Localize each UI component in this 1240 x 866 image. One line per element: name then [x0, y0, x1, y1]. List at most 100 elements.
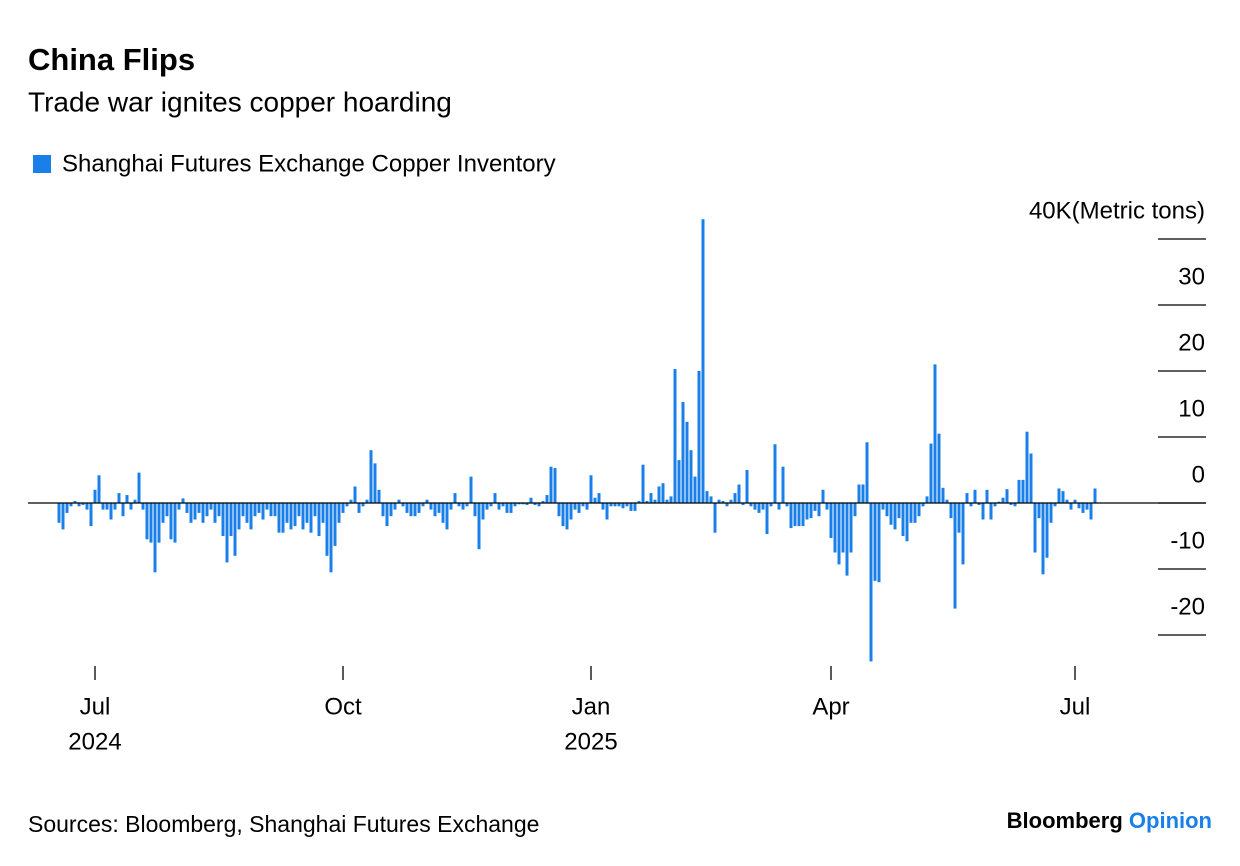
bar	[437, 503, 441, 513]
bar	[401, 503, 405, 507]
bar	[145, 503, 149, 540]
bar	[693, 476, 697, 503]
bar	[241, 503, 245, 517]
bar	[513, 503, 517, 507]
bar	[861, 484, 865, 503]
bar	[417, 503, 421, 513]
bar	[533, 503, 537, 505]
bar	[1081, 503, 1085, 513]
bar	[1009, 503, 1013, 505]
bar	[161, 503, 165, 523]
bar	[405, 503, 409, 513]
bar	[529, 497, 533, 503]
bar	[201, 503, 205, 523]
bar	[213, 503, 217, 523]
bar	[629, 503, 633, 511]
bar	[429, 503, 433, 510]
bar	[457, 503, 461, 507]
bar	[125, 495, 129, 503]
y-tick-label: 40K(Metric tons)	[1029, 197, 1205, 224]
bar	[97, 475, 101, 503]
bar	[537, 503, 541, 507]
bar	[465, 503, 469, 507]
y-tick-label: -10	[1170, 527, 1205, 554]
bar	[1057, 488, 1061, 503]
bar	[749, 503, 753, 507]
bar	[1037, 503, 1041, 519]
bar	[413, 503, 417, 517]
bar	[109, 503, 113, 520]
bar	[561, 503, 565, 527]
bar	[153, 503, 157, 573]
bar	[349, 499, 353, 503]
bar	[641, 464, 645, 503]
bar	[633, 503, 637, 511]
bar	[353, 486, 357, 503]
bar	[177, 503, 181, 510]
bar	[285, 503, 289, 523]
bar	[1085, 503, 1089, 510]
bar	[913, 503, 917, 523]
bar	[297, 503, 301, 517]
bar	[657, 486, 661, 503]
bar	[1001, 497, 1005, 503]
bar	[857, 484, 861, 503]
bar	[845, 503, 849, 576]
bar	[925, 496, 929, 503]
bar	[869, 503, 873, 662]
bar	[1093, 488, 1097, 503]
bar	[369, 450, 373, 503]
bar	[585, 503, 589, 510]
bar	[209, 503, 213, 510]
bar	[757, 503, 761, 513]
y-tick-label: 0	[1192, 461, 1205, 488]
bar	[461, 503, 465, 510]
bar	[281, 503, 285, 533]
bar	[141, 503, 145, 510]
bar	[189, 503, 193, 523]
bar	[1025, 431, 1029, 503]
bar	[889, 503, 893, 525]
bar	[649, 493, 653, 503]
bar	[293, 503, 297, 527]
bar	[745, 470, 749, 503]
bar	[753, 503, 757, 510]
bar	[229, 503, 233, 536]
bar	[433, 503, 437, 517]
bar	[989, 503, 993, 520]
bar	[617, 503, 621, 507]
bar	[621, 503, 625, 509]
bar	[133, 499, 137, 503]
bar	[377, 489, 381, 503]
bar	[1045, 503, 1049, 558]
bar	[785, 503, 789, 507]
bar	[1069, 503, 1073, 510]
bar	[341, 503, 345, 513]
x-tick-label: Oct	[324, 693, 362, 720]
bar	[917, 503, 921, 517]
x-tick-label: Jan	[572, 693, 611, 720]
bar	[321, 503, 325, 523]
bar	[553, 468, 557, 503]
bar	[425, 499, 429, 503]
bar	[613, 503, 617, 507]
bar	[365, 499, 369, 503]
bar	[789, 503, 793, 529]
bar	[345, 503, 349, 507]
bar	[733, 493, 737, 503]
bar	[473, 503, 477, 517]
bar	[881, 503, 885, 510]
bar	[969, 503, 973, 507]
bar	[973, 489, 977, 503]
bar	[93, 489, 97, 503]
bar	[329, 503, 333, 573]
bar	[193, 503, 197, 520]
brand-name: Bloomberg	[1007, 808, 1123, 833]
bar	[1061, 491, 1065, 503]
bar	[685, 421, 689, 503]
bar	[481, 503, 485, 520]
bar	[721, 501, 725, 503]
bar	[577, 503, 581, 513]
x-tick-label: 2024	[68, 728, 121, 755]
bar	[253, 503, 257, 517]
